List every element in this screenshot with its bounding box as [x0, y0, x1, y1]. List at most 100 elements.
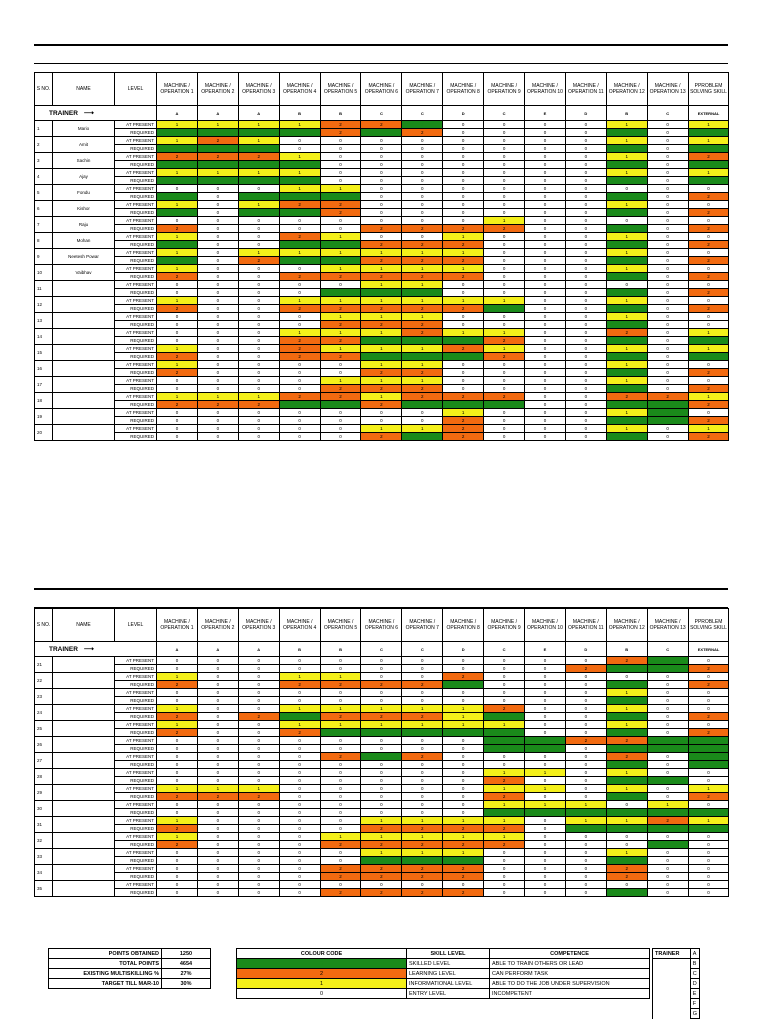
- skill-cell: 0: [564, 776, 607, 785]
- skill-cell: 0: [401, 808, 444, 817]
- colour-swatch: 0: [236, 988, 407, 999]
- skill-cell: 0: [237, 320, 280, 329]
- skill-cell: 0: [401, 744, 444, 753]
- skill-cell: 0: [524, 864, 566, 873]
- skill-cell: 2: [442, 840, 485, 849]
- skill-cell: 3: [605, 240, 648, 249]
- level-label: REQUIRED: [114, 208, 157, 217]
- skill-cell: 0: [360, 768, 403, 777]
- skill-cell: 0: [646, 880, 689, 889]
- serial-number: 9: [34, 248, 53, 265]
- skill-cell: 2: [156, 224, 198, 233]
- skill-cell: 0: [156, 848, 198, 857]
- skill-cell: 0: [156, 656, 198, 665]
- skill-cell: 0: [319, 360, 362, 369]
- skill-cell: 1: [156, 344, 198, 353]
- skill-cell: 0: [646, 792, 689, 801]
- skill-cell: 2: [278, 232, 321, 241]
- skill-cell: 0: [442, 752, 485, 761]
- table-row: REQUIRED 0 0 0 0 0 0 0 0 0 0 2 3 3 2: [35, 664, 730, 673]
- level-label: REQUIRED: [114, 744, 157, 753]
- skill-cell: 0: [319, 768, 362, 777]
- skill-cell: 0: [278, 824, 321, 833]
- skill-cell: 0: [319, 776, 362, 785]
- table-row: 17 AT PRESENT 0 0 0 0 1 1 1 0 0 0 0 1 0 0: [34, 376, 730, 393]
- skill-cell: 2: [401, 392, 444, 401]
- skill-cell: 3: [646, 808, 689, 817]
- skill-cell: 0: [483, 240, 526, 249]
- skill-cell: 0: [524, 392, 566, 401]
- table-row: 23 AT PRESENT 0 0 0 0 0 0 0 0 0 0 0 1 0 0: [34, 688, 730, 705]
- skill-cell: 2: [156, 152, 198, 161]
- employee-name: [52, 784, 115, 801]
- skill-cell: 3: [156, 176, 198, 185]
- skill-cell: 0: [483, 664, 526, 673]
- level-label: AT PRESENT: [114, 216, 157, 225]
- skill-cell: 1: [687, 784, 730, 793]
- skill-cell: 0: [687, 688, 730, 697]
- table-row: 3 Sachin AT PRESENT 2 2 2 1 0 0 0 0 0 0 0 1 0 2: [34, 152, 730, 169]
- skill-cell: 1: [564, 816, 607, 825]
- skill-cell: 0: [237, 344, 280, 353]
- arrow-right-icon: ⟶: [83, 646, 94, 653]
- skill-cell: 0: [360, 696, 403, 705]
- skill-cell: 1: [196, 120, 239, 129]
- table-row: 8 Mohan AT PRESENT 1 0 0 2 1 0 0 1 0 0 0 1 0 0: [34, 232, 730, 249]
- skill-cell: 0: [156, 184, 198, 193]
- skill-cell: 2: [605, 656, 648, 665]
- skill-cell: 0: [401, 656, 444, 665]
- skill-cell: 0: [156, 328, 198, 337]
- skill-level-name: LEARNING LEVEL: [406, 968, 490, 979]
- skill-cell: 0: [524, 216, 566, 225]
- skill-cell: 0: [646, 272, 689, 281]
- skill-cell: 0: [278, 280, 321, 289]
- skill-cell: 0: [524, 776, 566, 785]
- skill-cell: 2: [237, 256, 280, 265]
- employee-name: Sachin: [52, 152, 115, 169]
- skill-cell: 0: [237, 840, 280, 849]
- skill-cell: 0: [196, 232, 239, 241]
- skill-cell: 2: [605, 392, 648, 401]
- skill-cell: 0: [483, 272, 526, 281]
- skill-cell: 0: [483, 264, 526, 273]
- skill-cell: 1: [401, 360, 444, 369]
- skill-cell: 0: [401, 760, 444, 769]
- skill-cell: 2: [360, 272, 403, 281]
- skill-cell: 0: [564, 168, 607, 177]
- trainer-code: D: [442, 641, 485, 657]
- skill-cell: 0: [646, 888, 689, 897]
- skill-cell: 0: [196, 312, 239, 321]
- skill-cell: 0: [483, 376, 526, 385]
- skill-cell: 0: [278, 856, 321, 865]
- skill-cell: 0: [196, 240, 239, 249]
- skill-cell: 0: [524, 656, 566, 665]
- employee-name: [52, 768, 115, 785]
- skill-level-header: SKILL LEVEL: [406, 948, 490, 959]
- level-header: LEVEL: [114, 72, 157, 106]
- skill-cell: 2: [687, 304, 730, 313]
- skill-cell: 1: [483, 296, 526, 305]
- skill-cell: 3: [605, 336, 648, 345]
- skill-cell: 1: [278, 248, 321, 257]
- table-row: 31 AT PRESENT 1 0 0 0 0 1 1 1 1 0 1 1 2 1: [34, 816, 730, 833]
- skill-cell: 1: [605, 168, 648, 177]
- skill-cell: 0: [687, 840, 730, 849]
- skill-cell: 0: [524, 176, 566, 185]
- skill-cell: 1: [196, 392, 239, 401]
- skill-cell: 0: [646, 832, 689, 841]
- skill-cell: 1: [360, 816, 403, 825]
- column-header: MACHINE / OPERATION 5: [319, 608, 362, 642]
- skill-cell: 1: [605, 376, 648, 385]
- skill-cell: 0: [483, 144, 526, 153]
- skill-cell: 0: [156, 696, 198, 705]
- skill-cell: 0: [646, 752, 689, 761]
- skill-cell: 0: [156, 856, 198, 865]
- skill-cell: 0: [483, 200, 526, 209]
- skill-cell: 0: [483, 696, 526, 705]
- skill-cell: 1: [237, 392, 280, 401]
- skill-cell: 0: [442, 120, 485, 129]
- employee-name: Fondu: [52, 184, 115, 201]
- skill-cell: 0: [646, 864, 689, 873]
- skill-cell: 3: [156, 128, 198, 137]
- skill-cell: 0: [360, 744, 403, 753]
